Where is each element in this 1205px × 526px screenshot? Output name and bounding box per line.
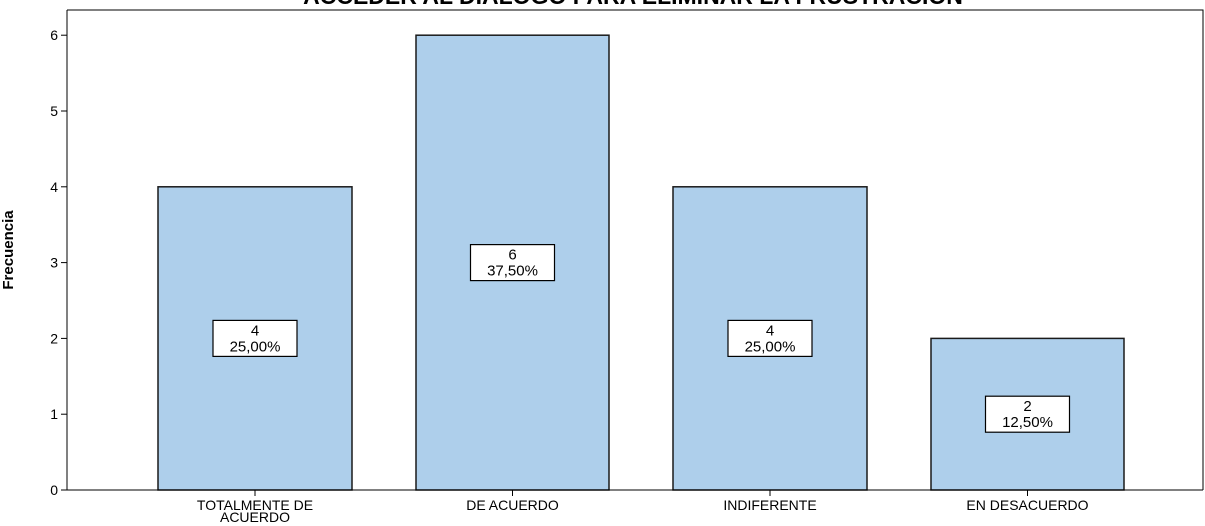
- chart-title: ACCEDER AL DIALOGO PARA ELIMINAR LA FRUS…: [303, 0, 963, 9]
- y-tick-label: 6: [50, 27, 58, 43]
- y-tick-label: 2: [50, 330, 58, 346]
- x-tick-label-line: TOTALMENTE DE: [197, 497, 313, 513]
- x-tick-label-line: INDIFERENTE: [723, 497, 816, 513]
- data-label-percent: 12,50%: [1002, 414, 1053, 431]
- data-label-count: 2: [1023, 398, 1031, 415]
- x-tick-label-line: ACUERDO: [220, 509, 290, 525]
- x-tick-label-line: EN DESACUERDO: [966, 497, 1088, 513]
- data-label-count: 4: [251, 322, 259, 339]
- data-label-box: [727, 319, 813, 357]
- y-tick-label: 0: [50, 482, 58, 498]
- data-label-percent: 25,00%: [230, 338, 281, 355]
- x-tick-label: INDIFERENTE: [723, 497, 816, 513]
- x-tick-label: TOTALMENTE DE ACUERDO: [197, 497, 313, 525]
- y-tick-label: 4: [50, 179, 58, 195]
- x-tick-label: DE ACUERDO: [466, 497, 559, 513]
- data-label-box: [984, 395, 1071, 433]
- data-label-count: 4: [766, 322, 774, 339]
- y-axis-label: Frecuencia: [0, 210, 17, 290]
- x-tick-label: EN DESACUERDO: [966, 497, 1088, 513]
- data-label-count: 6: [508, 247, 516, 264]
- y-tick-label: 3: [50, 255, 58, 271]
- data-label-box: [212, 319, 298, 357]
- data-label-percent: 37,50%: [487, 263, 538, 280]
- x-tick-label-line: DE ACUERDO: [466, 497, 559, 513]
- data-label-box: [469, 244, 556, 282]
- y-tick-label: 1: [50, 406, 58, 422]
- plot-frame: [67, 9, 1204, 490]
- data-label-percent: 25,00%: [745, 338, 796, 355]
- y-tick-label: 5: [50, 103, 58, 119]
